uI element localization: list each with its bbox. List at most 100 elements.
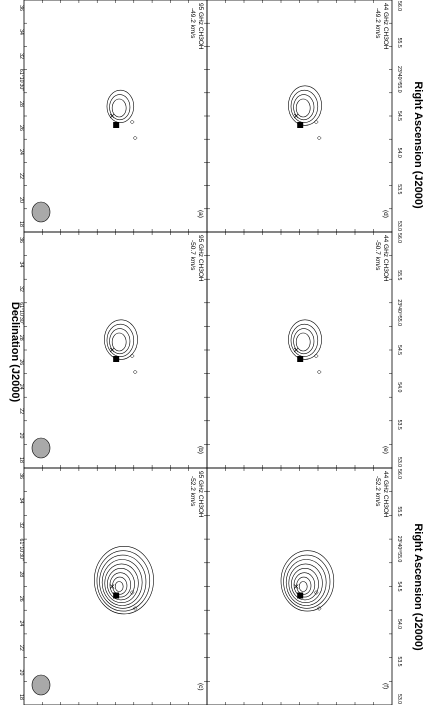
- panel-id-label: (a): [197, 210, 204, 218]
- dec-tick-label: 18: [18, 694, 24, 700]
- ra-tick-label: 23ʰ40ᵐ55.0: [396, 536, 402, 563]
- ra-tick-label: 54.0: [396, 382, 402, 392]
- ra-tick-label: 23ʰ40ᵐ55.0: [396, 66, 402, 93]
- maser-diamond-marker: [129, 590, 135, 595]
- panel-frame: [23, 467, 208, 705]
- contour: [288, 319, 322, 360]
- ra-tick-label: 53.5: [396, 420, 402, 430]
- ra-tick-label: 55.5: [396, 270, 402, 280]
- contour: [111, 98, 127, 118]
- ra-tick-label: 56.0: [396, 1, 402, 11]
- line-name: 44 GHz CH3OH: [382, 471, 389, 518]
- dec-tick-label: 28: [18, 571, 24, 577]
- dec-tick-label: 32: [18, 53, 24, 59]
- contour: [94, 545, 154, 615]
- contour: [109, 94, 131, 121]
- dec-tick-label: 24: [18, 620, 24, 626]
- contour: [106, 89, 135, 123]
- dec-tick-label: 32: [18, 286, 24, 292]
- maser-diamond-marker: [316, 606, 322, 611]
- maser-diamond-marker: [129, 353, 135, 359]
- ra-tick-label: 54.5: [396, 581, 402, 591]
- line-name: 95 GHz CH3OH: [197, 3, 204, 50]
- source-square-marker: [113, 356, 120, 362]
- ra-tick-label: 56.0: [396, 469, 402, 479]
- dec-tick-label: 26: [18, 359, 24, 365]
- ra-tick-label: 53.5: [396, 184, 402, 194]
- ra-tick-label: 53.5: [396, 656, 402, 666]
- maser-diamond-marker: [132, 369, 138, 375]
- dec-tick-label: 61°10'30": [18, 302, 24, 324]
- maser-cross-marker: [293, 113, 299, 119]
- dec-tick-label: 20: [18, 670, 24, 676]
- panel-f: 44 GHz CH3OH-52.2 km/s (f): [206, 467, 393, 705]
- contour: [293, 572, 316, 598]
- x-axis-title-right: Right Ascension (J2000): [412, 523, 424, 651]
- contour: [298, 581, 308, 592]
- line-name: 95 GHz CH3OH: [197, 471, 204, 518]
- source-square-marker: [113, 592, 120, 599]
- contour: [107, 567, 135, 601]
- dec-tick-label: 20: [18, 433, 24, 439]
- velocity-label: -50.7 km/s: [374, 240, 381, 271]
- maser-cross-marker: [293, 347, 299, 353]
- contour: [106, 323, 135, 357]
- contour: [114, 581, 124, 592]
- contour: [280, 550, 335, 612]
- dec-tick-label: 61°10'30": [18, 539, 24, 561]
- dec-tick-label: 20: [18, 197, 24, 203]
- panel-d: 44 GHz CH3OH-49.2 km/s (d): [206, 0, 393, 233]
- source-square-marker: [113, 122, 120, 128]
- panel-id-label: (b): [197, 446, 204, 454]
- dec-tick-label: 26: [18, 596, 24, 602]
- panel-id-label: (c): [197, 683, 204, 691]
- dec-tick-label: 36: [18, 5, 24, 11]
- contour: [283, 554, 331, 609]
- dec-tick-label: 34: [18, 29, 24, 35]
- maser-diamond-marker: [132, 135, 138, 141]
- contour: [290, 323, 319, 357]
- dec-tick-label: 22: [18, 645, 24, 651]
- beam-ellipse: [31, 201, 51, 223]
- panel-e: 44 GHz CH3OH-50.7 km/s (e): [206, 231, 393, 469]
- ra-tick-label: 53.0: [396, 221, 402, 231]
- panel-id-label: (e): [382, 446, 389, 454]
- dec-tick-label: 61°10'30": [18, 69, 24, 91]
- dec-tick-label: 36: [18, 237, 24, 243]
- maser-cross-marker: [109, 584, 115, 589]
- contour: [293, 328, 315, 355]
- maser-cross-marker: [109, 347, 115, 353]
- ra-tick-label: 54.5: [396, 345, 402, 355]
- panel-id-label: (f): [382, 683, 389, 689]
- line-name: 44 GHz CH3OH: [382, 235, 389, 282]
- panel-a: 95 GHz CH3OH-49.2 km/s (a): [23, 0, 208, 233]
- contour: [109, 572, 132, 598]
- line-name: 95 GHz CH3OH: [197, 235, 204, 282]
- dec-tick-label: 36: [18, 473, 24, 479]
- line-name: 44 GHz CH3OH: [382, 3, 389, 50]
- dec-tick-label: 34: [18, 262, 24, 268]
- contour: [295, 332, 311, 352]
- contour: [104, 319, 138, 360]
- maser-cross-marker: [293, 584, 299, 589]
- maser-diamond-marker: [313, 119, 319, 125]
- maser-diamond-marker: [316, 369, 322, 375]
- contour: [291, 567, 319, 601]
- contour: [295, 98, 311, 118]
- contour: [293, 94, 315, 121]
- ra-tick-label: 56.0: [396, 233, 402, 243]
- source-square-marker: [297, 122, 304, 128]
- panel-c: 95 GHz CH3OH-52.2 km/s (c): [23, 467, 208, 705]
- contour: [111, 332, 127, 352]
- contour: [285, 559, 327, 606]
- velocity-label: -52.2 km/s: [189, 476, 196, 507]
- velocity-label: -52.2 km/s: [374, 476, 381, 507]
- dec-tick-label: 18: [18, 457, 24, 463]
- velocity-label: -49.2 km/s: [374, 8, 381, 39]
- ra-tick-label: 54.0: [396, 148, 402, 158]
- panel-grid: 95 GHz CH3OH-49.2 km/s(a)95 GHz CH3OH-50…: [18, 0, 402, 705]
- dec-tick-label: 26: [18, 125, 24, 131]
- contour: [288, 563, 323, 603]
- ra-tick-label: 53.0: [396, 694, 402, 704]
